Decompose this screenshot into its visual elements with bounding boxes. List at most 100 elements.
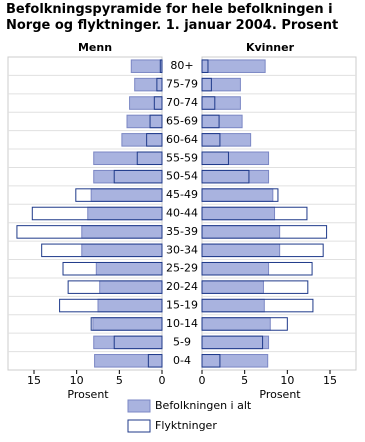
bar [201, 317, 288, 331]
bar [130, 59, 163, 73]
bar [149, 114, 163, 129]
category-label: 35-39 [166, 225, 198, 238]
bar [95, 261, 163, 276]
bar [159, 59, 163, 73]
bar [126, 114, 163, 129]
bar [147, 354, 163, 368]
x-tick-label: 15 [323, 374, 337, 387]
bar [93, 169, 163, 184]
category-label: 20-24 [166, 280, 198, 293]
bar [201, 261, 313, 276]
chart-title: Befolkningspyramide for hele befolkninge… [6, 2, 339, 33]
category-label: 45-49 [166, 188, 198, 201]
bar [90, 317, 163, 331]
bar [201, 280, 309, 294]
bar [92, 317, 163, 331]
category-label: 80+ [170, 59, 193, 72]
category-label: 15-19 [166, 299, 198, 312]
bar [87, 206, 163, 221]
x-axis-label: Prosent [67, 388, 109, 401]
x-tick-label: 10 [280, 374, 294, 387]
bar [201, 133, 252, 147]
x-tick-label: 0 [199, 374, 206, 387]
category-label: 70-74 [166, 96, 198, 109]
bar [99, 280, 163, 294]
bar [201, 169, 250, 184]
bar [62, 261, 163, 276]
bar [201, 335, 264, 350]
category-label: 0-4 [173, 354, 191, 367]
bar [201, 206, 276, 221]
bar [146, 133, 163, 147]
category-label: 30-34 [166, 243, 198, 256]
bar [136, 151, 163, 166]
bar [113, 169, 163, 184]
bar [81, 225, 163, 239]
bar [90, 188, 163, 202]
bar [201, 225, 281, 239]
bar [201, 243, 281, 258]
bar [201, 151, 229, 166]
bar [201, 59, 209, 73]
bar [201, 335, 270, 350]
bar [201, 225, 328, 239]
bar [201, 354, 269, 368]
bar [31, 206, 163, 221]
bar [16, 225, 163, 239]
category-label: 55-59 [166, 151, 198, 164]
bar [201, 298, 314, 313]
bar [201, 96, 241, 110]
bar [93, 335, 163, 350]
x-tick-label: 5 [116, 374, 123, 387]
bar [201, 261, 270, 276]
bar [75, 188, 163, 202]
category-label: 5-9 [173, 335, 191, 348]
x-tick-label: 5 [241, 374, 248, 387]
category-label: 60-64 [166, 133, 198, 146]
x-tick-label: 15 [27, 374, 41, 387]
panel-label: Menn [78, 41, 112, 54]
x-tick-label: 0 [159, 374, 166, 387]
bar [201, 114, 243, 129]
bar [201, 188, 274, 202]
bar [41, 243, 163, 258]
bar [201, 114, 220, 129]
bar [121, 133, 163, 147]
category-label: 65-69 [166, 114, 198, 127]
legend-label: Flyktninger [155, 419, 217, 432]
bar [201, 206, 308, 221]
bar [201, 77, 212, 92]
bar [201, 243, 324, 258]
bar [156, 77, 163, 92]
x-tick-label: 10 [70, 374, 84, 387]
bar [201, 96, 216, 110]
bar [201, 77, 241, 92]
bar [201, 317, 271, 331]
panel-label: Kvinner [246, 41, 295, 54]
bar [81, 243, 163, 258]
category-label: 40-44 [166, 207, 198, 220]
bar [94, 354, 163, 368]
bar [97, 298, 163, 313]
category-label: 50-54 [166, 170, 198, 183]
bar [129, 96, 163, 110]
bar [201, 188, 279, 202]
x-axis-label: Prosent [259, 388, 301, 401]
legend-label: Befolkningen i alt [155, 399, 252, 412]
legend-swatch [127, 419, 151, 433]
bar [201, 298, 265, 313]
category-label: 25-29 [166, 262, 198, 275]
bar [201, 151, 270, 166]
bar [201, 133, 221, 147]
bar [59, 298, 163, 313]
bar [67, 280, 163, 294]
bar [93, 151, 163, 166]
category-label: 75-79 [166, 78, 198, 91]
legend-swatch [127, 399, 151, 413]
bar [201, 354, 221, 368]
bar [113, 335, 163, 350]
bar [134, 77, 163, 92]
bar [201, 59, 266, 73]
